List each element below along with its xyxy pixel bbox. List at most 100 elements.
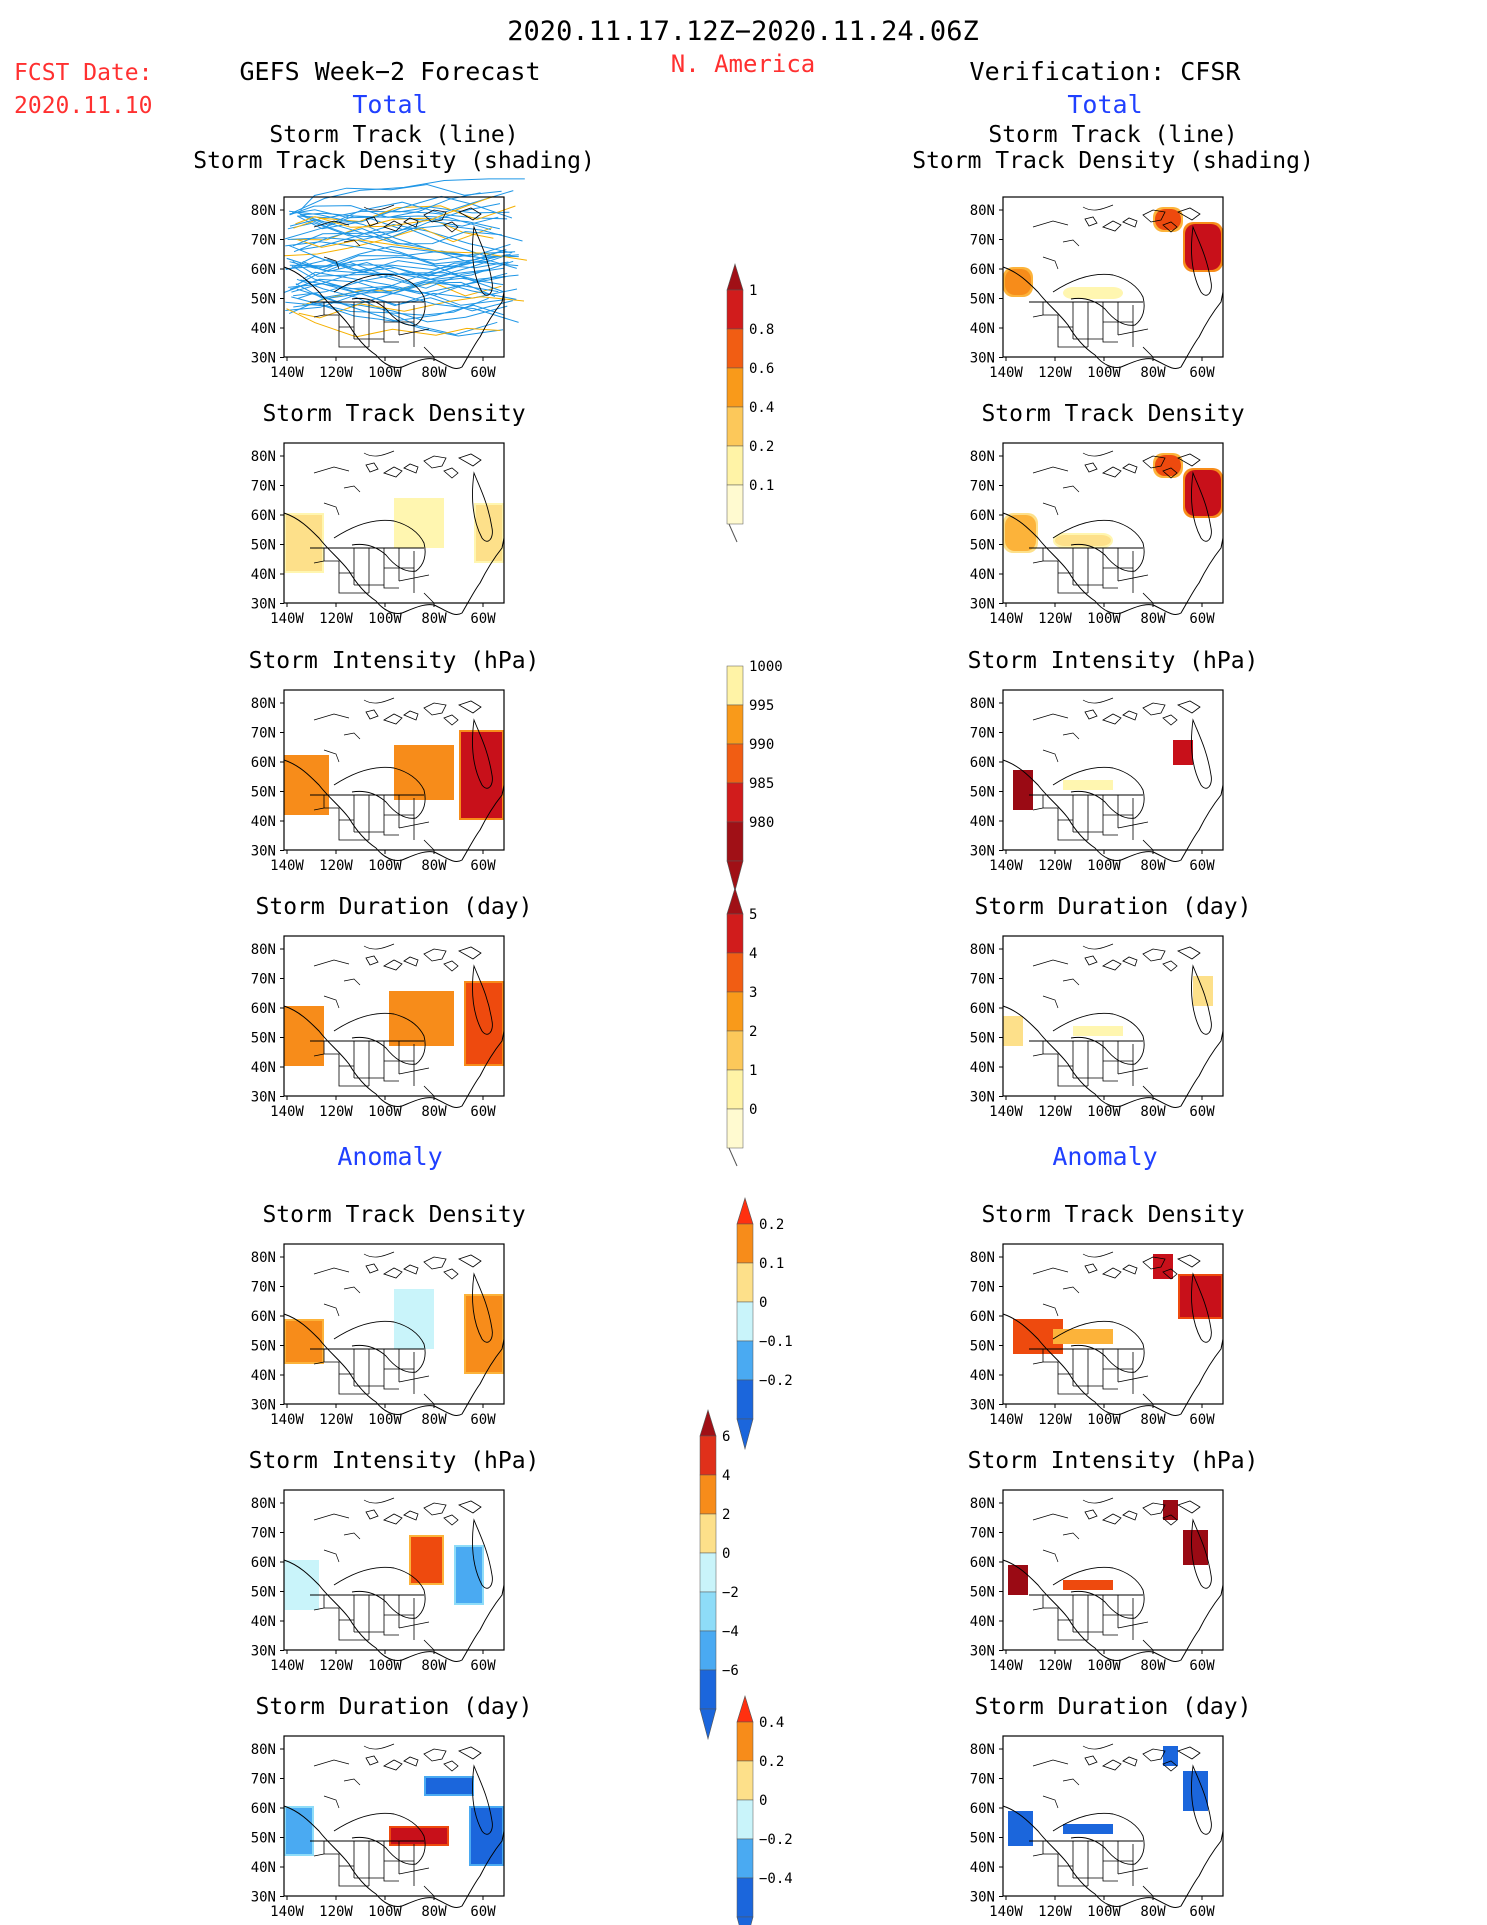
lat-label: 70N xyxy=(251,233,276,249)
lat-label: 80N xyxy=(970,1742,995,1758)
forecast-total-label: Total xyxy=(352,90,427,119)
lat-label: 40N xyxy=(251,321,276,337)
lon-label: 100W xyxy=(368,611,402,627)
shading-cell xyxy=(1005,515,1036,551)
lon-label: 60W xyxy=(1189,1104,1215,1120)
lat-label: 30N xyxy=(970,1890,995,1906)
colorbar-label: −2 xyxy=(722,1585,739,1601)
storm-track-line xyxy=(286,253,511,277)
lon-label: 140W xyxy=(270,1104,304,1120)
lat-label: 50N xyxy=(251,1831,276,1847)
lon-label: 140W xyxy=(270,365,304,381)
lon-label: 140W xyxy=(989,858,1023,874)
colorbar-segment xyxy=(736,1340,754,1381)
panel-title: Storm Track Density xyxy=(262,1202,525,1228)
colorbar-top-arrow xyxy=(726,262,744,291)
lon-label: 120W xyxy=(319,1412,353,1428)
map-panel: Storm Duration (day) 80N 70N 60N 50N 40N 30N14… xyxy=(970,894,1252,1120)
storm-track-line xyxy=(295,283,506,306)
fcst-date-value: 2020.11.10 xyxy=(14,93,152,119)
colorbar-bottom-arrow xyxy=(726,860,744,893)
lat-label: 80N xyxy=(970,1496,995,1512)
lon-label: 80W xyxy=(421,1904,447,1920)
lon-label: 80W xyxy=(421,1658,447,1674)
colorbar-anomaly-density: 0.2 0.1 0 −0.1 −0.2 xyxy=(736,1196,793,1451)
storm-track-line xyxy=(287,237,507,265)
lon-label: 60W xyxy=(1189,1658,1215,1674)
map-panel: Storm Intensity (hPa)80N70N60N50N40N30N1… xyxy=(249,1448,540,1674)
lon-label: 100W xyxy=(1087,858,1121,874)
colorbar-label: −0.4 xyxy=(759,1871,793,1887)
lon-label: 60W xyxy=(470,858,496,874)
lat-label: 30N xyxy=(970,597,995,613)
lon-label: 120W xyxy=(1038,365,1072,381)
lon-label: 120W xyxy=(1038,1658,1072,1674)
colorbar-segment xyxy=(699,1552,717,1593)
verification-title: Verification: CFSR xyxy=(970,57,1242,86)
lat-label: 40N xyxy=(970,321,995,337)
colorbar-segment xyxy=(736,1721,754,1762)
colorbar-tail xyxy=(728,1147,738,1167)
lat-label: 50N xyxy=(970,1339,995,1355)
lat-label: 40N xyxy=(251,814,276,830)
lat-label: 60N xyxy=(251,1001,276,1017)
lon-label: 80W xyxy=(1140,1904,1166,1920)
shading-cell xyxy=(1173,740,1193,765)
lat-label: 60N xyxy=(970,262,995,278)
lon-label: 60W xyxy=(470,1658,496,1674)
lon-label: 120W xyxy=(319,1104,353,1120)
panel-title: Storm Intensity (hPa) xyxy=(249,1448,540,1474)
colorbar-label: 0.6 xyxy=(749,361,774,377)
lat-label: 30N xyxy=(970,351,995,367)
storm-track-line xyxy=(286,308,501,338)
lat-label: 30N xyxy=(970,1644,995,1660)
colorbar-segment xyxy=(726,367,744,408)
lat-label: 50N xyxy=(251,538,276,554)
colorbar-top-arrow xyxy=(736,1196,754,1225)
lat-label: 30N xyxy=(251,597,276,613)
lat-label: 30N xyxy=(970,1398,995,1414)
lat-label: 70N xyxy=(970,972,995,988)
period-title: 2020.11.17.12Z−2020.11.24.06Z xyxy=(507,16,978,47)
colorbar-top-arrow xyxy=(736,1694,754,1723)
lon-label: 100W xyxy=(1087,365,1121,381)
colorbar-bottom-arrow xyxy=(736,1418,754,1451)
panel-title: Storm Track Density xyxy=(262,401,525,427)
lon-label: 140W xyxy=(989,1904,1023,1920)
lat-label: 60N xyxy=(970,755,995,771)
colorbar-segment xyxy=(726,1069,744,1110)
storm-track-line xyxy=(284,277,504,294)
shading-cell xyxy=(1063,287,1123,299)
lat-label: 70N xyxy=(251,726,276,742)
colorbar-segment xyxy=(726,1030,744,1071)
lat-label: 50N xyxy=(970,1831,995,1847)
coastline-map xyxy=(1002,689,1224,863)
lat-label: 40N xyxy=(251,1060,276,1076)
shading-cell xyxy=(456,1547,482,1603)
panel-subtitle: Storm Track Density (shading) xyxy=(193,148,595,174)
lon-label: 60W xyxy=(1189,858,1215,874)
colorbar-label: −0.2 xyxy=(759,1373,793,1389)
storm-track-line xyxy=(295,195,494,228)
lon-label: 120W xyxy=(319,1904,353,1920)
lon-label: 100W xyxy=(368,1658,402,1674)
colorbar-label: 0 xyxy=(749,1102,757,1118)
colorbar-label: 1000 xyxy=(749,659,783,675)
lon-label: 60W xyxy=(470,1104,496,1120)
lon-label: 60W xyxy=(470,1904,496,1920)
shading-layer xyxy=(284,730,504,820)
storm-track-line xyxy=(297,206,510,219)
colorbar-segment xyxy=(736,1877,754,1918)
colorbar-segment xyxy=(736,1799,754,1840)
lat-label: 60N xyxy=(251,1801,276,1817)
verification-anomaly-label: Anomaly xyxy=(1052,1142,1157,1171)
panel-title: Storm Track Density xyxy=(981,401,1244,427)
lon-label: 60W xyxy=(1189,611,1215,627)
map-panel: Storm Track (line)Storm Track Density (s… xyxy=(193,122,595,381)
lat-label: 80N xyxy=(251,1742,276,1758)
lat-label: 60N xyxy=(970,1001,995,1017)
lat-label: 70N xyxy=(251,1772,276,1788)
lat-label: 80N xyxy=(251,203,276,219)
colorbar-bottom-arrow xyxy=(736,1916,754,1925)
